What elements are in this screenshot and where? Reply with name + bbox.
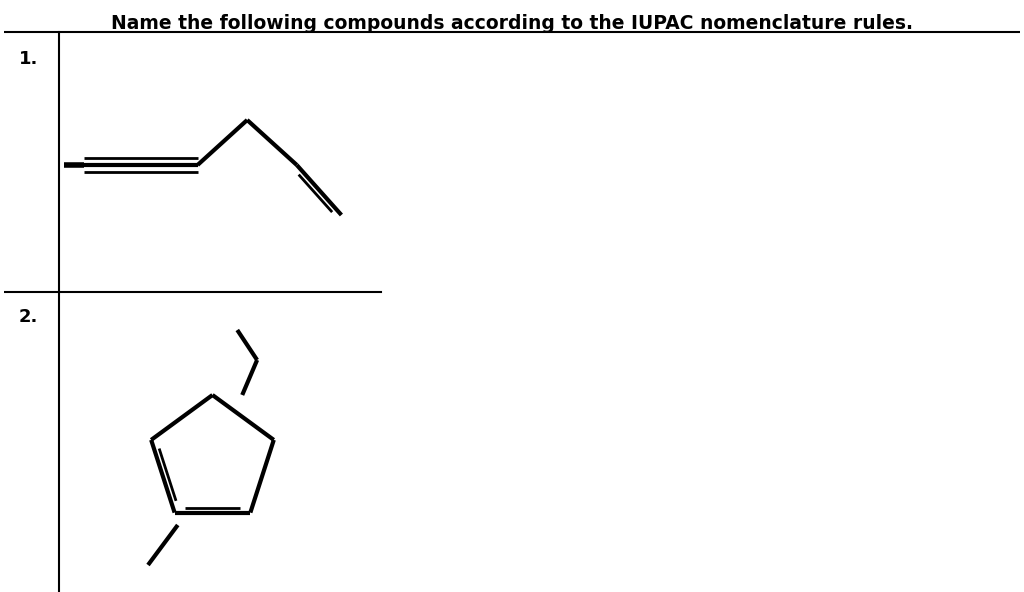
Text: 1.: 1.	[19, 50, 39, 68]
Text: 2.: 2.	[19, 308, 39, 326]
Text: Name the following compounds according to the IUPAC nomenclature rules.: Name the following compounds according t…	[111, 14, 913, 33]
